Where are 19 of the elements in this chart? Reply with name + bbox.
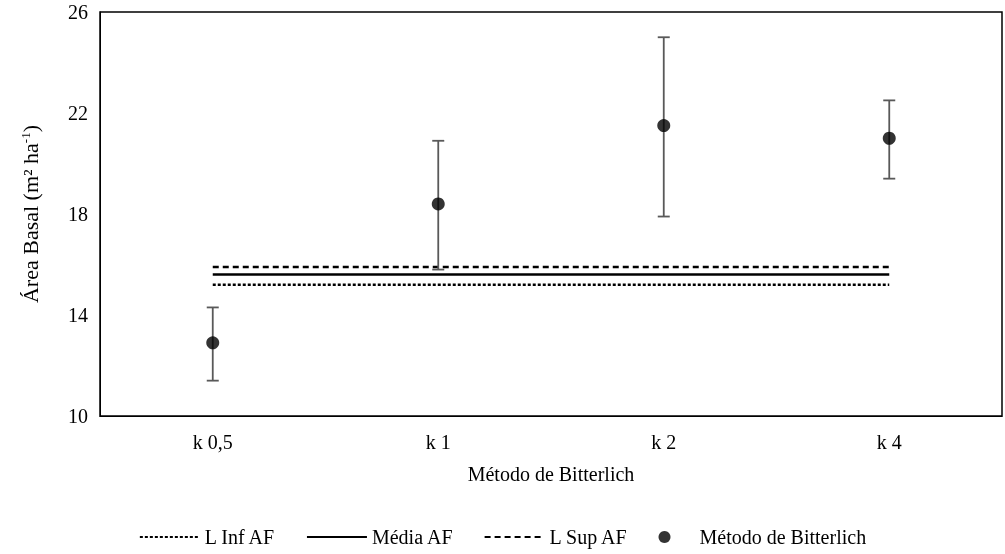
point xyxy=(657,119,671,133)
point xyxy=(206,336,220,350)
y-axis-title: Área Basal (m² ha-1) xyxy=(18,124,43,304)
y-tick-label: 26 xyxy=(68,1,88,23)
y-tick-label: 10 xyxy=(68,405,88,427)
x-tick-label: k 4 xyxy=(876,431,902,453)
point xyxy=(431,197,445,211)
y-tick-label: 22 xyxy=(68,102,88,124)
y-tick-label: 18 xyxy=(68,203,88,225)
x-axis-title: Método de Bitterlich xyxy=(467,463,635,485)
x-tick-label: k 0,5 xyxy=(192,431,233,453)
y-tick-label: 14 xyxy=(68,304,88,326)
point xyxy=(882,131,896,145)
x-tick-label: k 1 xyxy=(425,431,451,453)
x-tick-label: k 2 xyxy=(651,431,677,453)
legend-label: L Inf AF xyxy=(204,526,275,548)
legend-label: Média AF xyxy=(371,526,453,548)
legend-label: L Sup AF xyxy=(549,526,627,549)
legend-label: Método de Bitterlich xyxy=(699,526,867,548)
